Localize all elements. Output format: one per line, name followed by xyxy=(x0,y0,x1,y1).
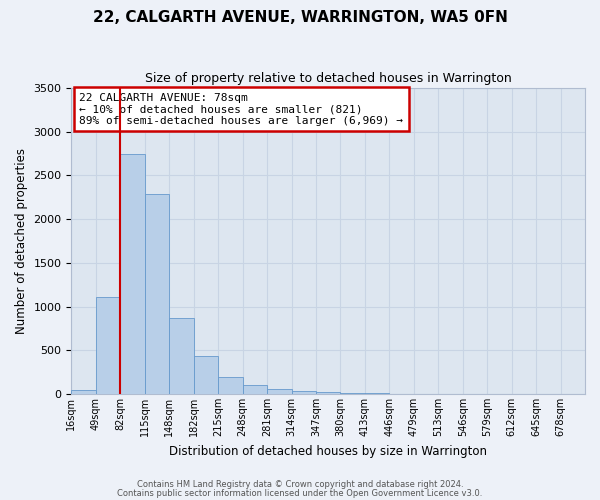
Bar xyxy=(340,393,365,394)
Bar xyxy=(194,356,218,394)
Bar xyxy=(365,393,389,394)
Bar xyxy=(242,386,267,394)
X-axis label: Distribution of detached houses by size in Warrington: Distribution of detached houses by size … xyxy=(169,444,487,458)
Bar xyxy=(316,392,340,394)
Text: Contains public sector information licensed under the Open Government Licence v3: Contains public sector information licen… xyxy=(118,489,482,498)
Bar xyxy=(218,377,242,394)
Y-axis label: Number of detached properties: Number of detached properties xyxy=(15,148,28,334)
Text: 22 CALGARTH AVENUE: 78sqm
← 10% of detached houses are smaller (821)
89% of semi: 22 CALGARTH AVENUE: 78sqm ← 10% of detac… xyxy=(79,92,403,126)
Bar xyxy=(292,390,316,394)
Text: 22, CALGARTH AVENUE, WARRINGTON, WA5 0FN: 22, CALGARTH AVENUE, WARRINGTON, WA5 0FN xyxy=(92,10,508,25)
Title: Size of property relative to detached houses in Warrington: Size of property relative to detached ho… xyxy=(145,72,512,86)
Bar xyxy=(145,194,169,394)
Bar xyxy=(169,318,194,394)
Bar xyxy=(267,389,292,394)
Text: Contains HM Land Registry data © Crown copyright and database right 2024.: Contains HM Land Registry data © Crown c… xyxy=(137,480,463,489)
Bar xyxy=(96,297,121,394)
Bar xyxy=(121,154,145,394)
Bar xyxy=(71,390,96,394)
